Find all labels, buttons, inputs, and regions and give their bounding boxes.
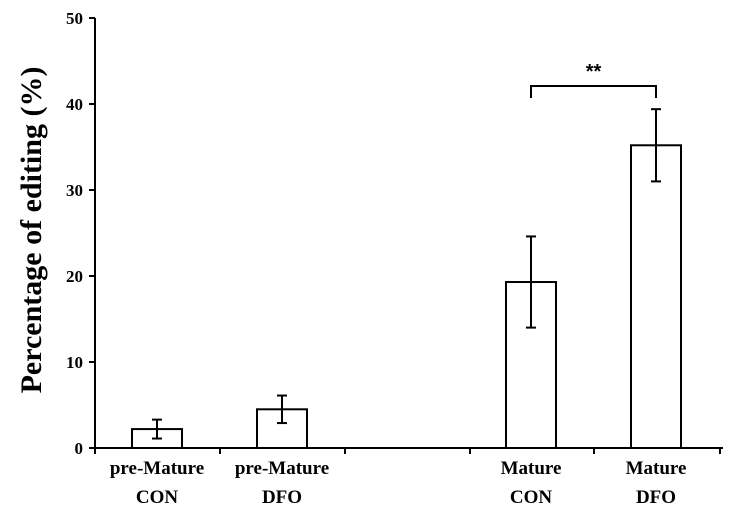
category-label-line2: DFO [636, 487, 676, 508]
y-tick-label: 30 [66, 181, 83, 200]
category-label-line2: CON [136, 487, 179, 508]
category-label-line1: Mature [501, 458, 562, 479]
y-tick-label: 20 [66, 267, 83, 286]
category-label-line1: pre-Mature [235, 458, 329, 479]
plot-area: 0 10 20 30 40 50 pre-Mature CON pre-Mature DFO Mat… [66, 9, 723, 508]
category-label-line2: DFO [262, 487, 302, 508]
category-label-line2: CON [510, 487, 553, 508]
significance-bracket [530, 85, 657, 98]
bar [630, 144, 682, 449]
y-tick-label: 10 [66, 353, 83, 372]
significance-label: ** [586, 61, 602, 83]
category-label-line1: Mature [626, 458, 687, 479]
category-label-line1: pre-Mature [110, 458, 204, 479]
y-tick-label: 0 [75, 439, 84, 458]
y-axis-label: Percentage of editing (%) [15, 67, 48, 394]
y-tick-label: 50 [66, 9, 83, 28]
y-tick-label: 40 [66, 95, 83, 114]
